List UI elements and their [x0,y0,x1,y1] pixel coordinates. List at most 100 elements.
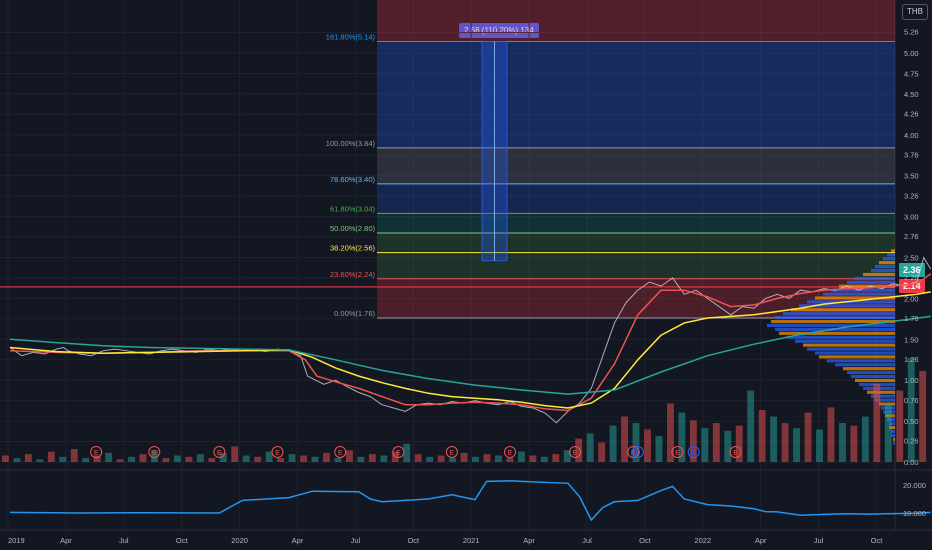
volume-bar [873,384,881,462]
volume-profile-bar [799,304,895,308]
earnings-marker [392,446,405,458]
volume-profile-bar [863,272,895,277]
price-tick-label: 2.76 [904,232,919,241]
volume-bar [632,423,640,462]
volume-bar [563,450,571,462]
earnings-marker-label: E [573,450,578,457]
earnings-marker-label: E [396,450,401,457]
volume-bar [919,371,927,462]
indicator-tick-label: 10.000 [903,509,926,518]
earnings-marker-label: E [508,450,513,457]
volume-bar [36,459,44,462]
volume-bar [254,456,262,462]
dividend-marker [687,446,700,458]
volume-profile-bar [871,268,895,273]
volume-bar [689,420,697,462]
volume-bar [666,403,674,462]
volume-bar [151,450,158,462]
time-tick-label: Apr [523,536,535,545]
volume-bar [13,458,21,462]
volume-bar [265,451,273,462]
price-tick-label: 4.75 [904,69,919,78]
price-tick-label: 2.26 [904,273,919,282]
volume-profile-bar [807,347,895,351]
volume-bar [173,455,181,462]
price-tick-label: 1.26 [904,355,919,364]
earnings-marker-label: E [631,450,636,457]
price-tick-label: 0.26 [904,437,919,446]
volume-bar [804,412,812,462]
indicator-pane: 20.000 10.000 [903,481,926,518]
time-tick-label: 2019 [8,536,25,545]
volume-profile-bar [875,398,895,402]
price-tick-label: 3.50 [904,172,919,181]
volume-profile-bar [795,339,895,343]
fib-zone-top [377,0,895,42]
volume-bar [185,456,193,462]
volume-bar [139,454,147,462]
volume-bar [586,433,594,462]
earnings-marker-label: E [675,450,680,457]
volume-profile-bar [783,312,895,316]
earnings-marker [271,446,284,458]
volume-bar [838,423,846,462]
time-tick-label: Oct [176,536,189,545]
volume-bar [403,443,411,462]
volume-profile-bar [855,378,895,383]
volume-profile-bar [855,276,895,280]
earnings-marker-label: E [152,450,157,457]
fib-zone [377,232,895,253]
volume-profile-bar [887,253,895,257]
volume-bar [793,428,800,462]
volume-profile-bar [819,355,895,359]
series-line [9,315,931,395]
price-tick-label: 5.00 [904,49,919,58]
price-tick-label: 4.50 [904,90,919,99]
volume-bar [552,454,560,462]
volume-profile-bar [875,265,895,269]
price-tick-label: 3.76 [904,150,919,159]
time-axis[interactable]: 2019 Apr Jul Oct 2020 Apr Jul Oct 2021 Apr Jul Oct 2… [0,529,932,545]
fib-level-label: 23.60%(2.24) [330,270,376,279]
volume-bar [850,425,858,462]
volume-profile-bar [823,292,895,296]
time-tick-label: Oct [639,536,652,545]
price-tick-label: 3.26 [904,191,919,200]
fib-level-label: 161.80%(5.14) [326,33,376,42]
volume-bar [598,442,606,462]
volume-profile-bar [871,394,895,398]
volume-bar [506,458,514,462]
event-markers: E E E E E E E E E E E ED D [90,446,742,458]
volume-bar [460,452,468,462]
price-axis[interactable]: 5.26 5.00 4.75 4.50 4.26 4.00 3.76 3.50 3.26 3.00… [904,28,919,467]
volume-profile-bar [851,374,895,379]
volume-bar [621,416,629,462]
volume-profile-bar [893,441,895,445]
volume-bar [495,455,502,462]
time-tick-label: Jul [814,536,824,545]
fib-level-label: 50.00%(2.80) [330,224,376,233]
volume-profile-bar [893,437,895,441]
volume-profile-bar [891,433,895,438]
volume-bar [345,450,353,462]
time-tick-label: Oct [407,536,420,545]
earnings-marker [569,446,582,458]
volume-bar [288,454,296,462]
volume-bar [712,423,720,462]
volume-profile-bar [883,257,895,261]
volume-bar [896,390,904,462]
volume-bar [426,456,434,462]
volume-bar [196,454,204,462]
volume-profile-bar [779,331,895,335]
earnings-marker-label: E [94,450,99,457]
earnings-marker [334,446,347,458]
price-tick-label: 5.26 [904,28,919,37]
volume-bar [277,458,285,462]
volume-bar [827,407,835,462]
currency-toggle[interactable]: THB [902,4,928,20]
price-tick-label: 1.00 [904,376,919,385]
price-tick-label: 4.26 [904,110,919,119]
fib-zone [377,147,895,184]
volume-bar [575,438,583,462]
